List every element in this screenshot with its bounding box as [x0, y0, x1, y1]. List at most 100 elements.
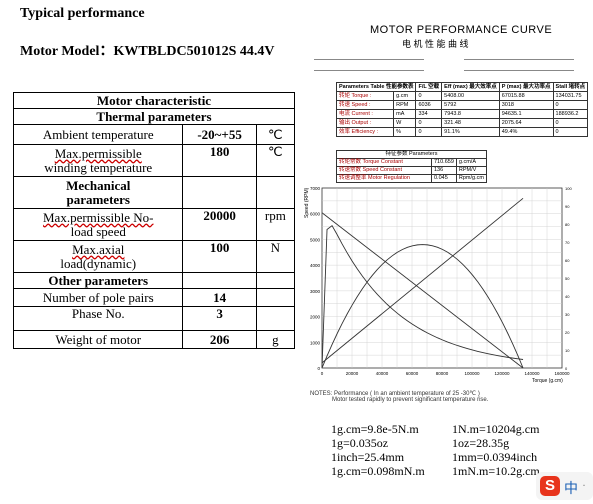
- params-header-cell: Stall 堵转点: [552, 82, 589, 92]
- ime-dot-icon: ·: [582, 478, 586, 492]
- params-cell: 94635.1: [498, 109, 554, 119]
- params-cell: 6036: [415, 100, 443, 110]
- params-cell: W: [393, 118, 417, 128]
- motor-characteristic-table: Motor characteristic Thermal parameters …: [12, 92, 296, 349]
- sogou-logo-icon[interactable]: S: [540, 476, 560, 496]
- poles-label: Number of pole pairs: [12, 288, 184, 307]
- section-other: Other parameters: [12, 272, 184, 289]
- params-cell: 0: [552, 127, 589, 137]
- sheet-header-fields: [314, 50, 580, 72]
- conversion-right: 1N.m=10204g.cm 1oz=28.35g 1mm=0.0394inch…: [452, 422, 540, 478]
- maxspeed-label: Max.permissible No-load speed: [12, 208, 184, 241]
- y-tick-label: 5000: [310, 237, 321, 242]
- conv-8: 1mN.m=10.2g.cm: [452, 464, 540, 478]
- params-cell: 0: [415, 118, 443, 128]
- right-tick-label: 40: [565, 294, 570, 299]
- page-heading: Typical performance: [20, 6, 145, 21]
- x-tick-label: 100000: [464, 371, 480, 376]
- y-axis-label: Speed (RPM): [304, 187, 310, 218]
- right-tick-label: 80: [565, 222, 570, 227]
- conv-7: 1g.cm=0.098mN.m: [331, 464, 425, 478]
- current-curve: [321, 197, 524, 364]
- conv-4: 1oz=28.35g: [452, 436, 510, 450]
- params-cell: 转矩 Torque :: [335, 91, 395, 101]
- y-tick-label: 7000: [310, 186, 321, 191]
- params-cell: 5408.00: [441, 91, 500, 101]
- special-cell: 转速常数 Speed Constant: [336, 166, 432, 175]
- params-cell: 188936.2: [552, 109, 589, 119]
- params-cell: %: [393, 127, 417, 137]
- maxtemp-unit: ℃: [255, 144, 296, 177]
- y-tick-label: 0: [317, 366, 320, 371]
- params-cell: RPM: [393, 100, 417, 110]
- params-cell: 91.1%: [441, 127, 500, 137]
- x-tick-label: 40000: [376, 371, 389, 376]
- params-cell: 5792: [441, 100, 500, 110]
- params-header-cell: P (max) 最大功率点: [498, 82, 554, 92]
- y-tick-label: 3000: [310, 289, 321, 294]
- right-tick-label: 100: [565, 186, 572, 191]
- section-thermal: Thermal parameters: [13, 108, 295, 125]
- params-header-cell: Parameters Table 性能参数表: [335, 82, 417, 92]
- axial-label: Max.axial load(dynamic): [12, 240, 184, 273]
- special-cell: 转矩常数 Torque Constant: [336, 158, 432, 167]
- x-tick-label: 80000: [436, 371, 449, 376]
- curve-title-cn: 电 机 性 能 曲 线: [402, 39, 469, 49]
- y-tick-label: 4000: [310, 263, 321, 268]
- right-tick-label: 60: [565, 258, 570, 263]
- curve-title: MOTOR PERFORMANCE CURVE: [370, 24, 553, 36]
- ambient-value: -20~+55: [182, 124, 257, 145]
- maxspeed-unit: rpm: [255, 208, 296, 241]
- special-cell: RPM/V: [455, 166, 487, 175]
- params-cell: 0: [552, 118, 589, 128]
- table-title: Motor characteristic: [13, 92, 295, 109]
- params-header-cell: F/L 空载: [415, 82, 443, 92]
- right-tick-label: 10: [565, 348, 570, 353]
- special-cell: 710.659: [431, 158, 457, 167]
- special-cell: 136: [431, 166, 457, 175]
- model-line: Motor Model：KWTBLDC501012S 44.4V: [20, 44, 275, 59]
- conversion-left: 1g.cm=9.8e-5N.m 1g=0.035oz 1inch=25.4mm …: [331, 422, 425, 478]
- maxtemp-label: Max.permissible winding temperature: [12, 144, 184, 177]
- ambient-unit: ℃: [255, 124, 296, 145]
- params-cell: 3018: [498, 100, 554, 110]
- weight-value: 206: [182, 330, 257, 349]
- y-tick-label: 1000: [310, 340, 321, 345]
- x-tick-label: 120000: [494, 371, 510, 376]
- params-cell: 321.48: [441, 118, 500, 128]
- x-axis-label: Torque (g.cm): [532, 378, 563, 384]
- ime-mode-label[interactable]: 中: [564, 482, 578, 497]
- efficiency-curve: [321, 224, 524, 369]
- section-mechanical: Mechanical parameters: [12, 176, 184, 209]
- params-cell: 2075.64: [498, 118, 554, 128]
- params-cell: 7943.8: [441, 109, 500, 119]
- speed-curve: [321, 212, 524, 369]
- conv-1: 1g.cm=9.8e-5N.m: [331, 422, 419, 436]
- output-curve: [321, 244, 524, 369]
- special-cell: g.cm/A: [455, 158, 487, 167]
- params-cell: 134031.75: [552, 91, 589, 101]
- weight-label: Weight of motor: [12, 330, 184, 349]
- params-cell: 0: [552, 100, 589, 110]
- x-tick-label: 140000: [524, 371, 540, 376]
- params-header-cell: Eff (max) 最大效率点: [441, 82, 500, 92]
- ime-toolbar[interactable]: S 中 ·: [536, 472, 593, 500]
- conv-2: 1N.m=10204g.cm: [452, 422, 540, 436]
- params-cell: 0: [415, 127, 443, 137]
- x-tick-label: 60000: [406, 371, 419, 376]
- right-tick-label: 70: [565, 240, 570, 245]
- y-tick-label: 2000: [310, 315, 321, 320]
- phase-value: 3: [182, 306, 257, 331]
- notes: NOTES: Performance ( In an ambient tempe…: [310, 391, 489, 403]
- conv-5: 1inch=25.4mm: [331, 450, 405, 464]
- params-cell: 转速 Speed :: [335, 100, 395, 110]
- x-tick-label: 160000: [554, 371, 570, 376]
- parameters-table: Parameters Table 性能参数表 F/L 空载 Eff (max) 最大…: [335, 82, 589, 137]
- special-header: 特征参数 Parameters: [336, 150, 487, 159]
- special-parameters-table: 特征参数 Parameters 转矩常数 Torque Constant 710.…: [336, 150, 487, 183]
- right-tick-label: 50: [565, 276, 570, 281]
- y-tick-label: 6000: [310, 212, 321, 217]
- params-cell: 效率 Efficiency :: [335, 127, 395, 137]
- weight-unit: g: [255, 330, 296, 349]
- axial-value: 100: [182, 240, 257, 273]
